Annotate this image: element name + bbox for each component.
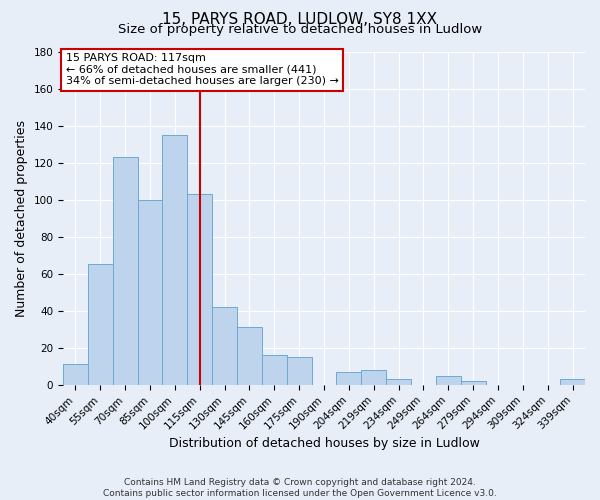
Bar xyxy=(163,135,187,385)
Bar xyxy=(337,372,361,385)
Bar xyxy=(237,328,262,385)
Bar xyxy=(386,380,411,385)
Bar xyxy=(113,157,137,385)
Bar xyxy=(560,380,585,385)
Bar xyxy=(461,381,485,385)
Bar xyxy=(436,376,461,385)
Text: Size of property relative to detached houses in Ludlow: Size of property relative to detached ho… xyxy=(118,22,482,36)
Y-axis label: Number of detached properties: Number of detached properties xyxy=(15,120,28,316)
Bar xyxy=(88,264,113,385)
X-axis label: Distribution of detached houses by size in Ludlow: Distribution of detached houses by size … xyxy=(169,437,479,450)
Bar xyxy=(187,194,212,385)
Text: 15 PARYS ROAD: 117sqm
← 66% of detached houses are smaller (441)
34% of semi-det: 15 PARYS ROAD: 117sqm ← 66% of detached … xyxy=(65,53,338,86)
Bar xyxy=(262,355,287,385)
Bar xyxy=(212,307,237,385)
Bar xyxy=(63,364,88,385)
Text: 15, PARYS ROAD, LUDLOW, SY8 1XX: 15, PARYS ROAD, LUDLOW, SY8 1XX xyxy=(163,12,437,28)
Text: Contains HM Land Registry data © Crown copyright and database right 2024.
Contai: Contains HM Land Registry data © Crown c… xyxy=(103,478,497,498)
Bar xyxy=(137,200,163,385)
Bar xyxy=(287,357,311,385)
Bar xyxy=(361,370,386,385)
